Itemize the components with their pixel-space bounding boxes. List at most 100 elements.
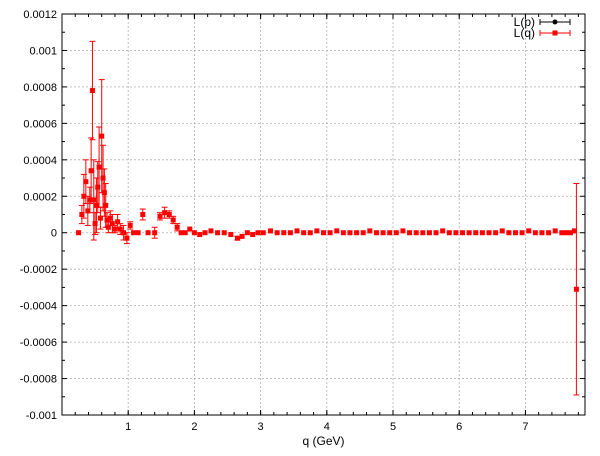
data-point xyxy=(101,190,107,196)
data-point xyxy=(166,212,172,217)
data-point xyxy=(234,235,240,241)
data-point xyxy=(97,215,103,221)
data-point xyxy=(493,230,499,236)
data-point xyxy=(103,202,109,208)
y-tick-label: 0.001 xyxy=(29,45,57,57)
data-point xyxy=(512,230,518,236)
data-point xyxy=(473,230,479,236)
data-point xyxy=(88,168,94,174)
data-point xyxy=(407,230,413,236)
legend-label-lp: L(p) xyxy=(514,15,535,29)
data-point xyxy=(347,230,353,236)
series-1 xyxy=(76,40,580,396)
data-point xyxy=(400,228,406,234)
data-point xyxy=(539,230,545,236)
y-tick-label: 0.0002 xyxy=(23,191,57,203)
data-point xyxy=(93,202,99,208)
data-point xyxy=(95,184,101,190)
x-tick-label: 7 xyxy=(522,421,528,433)
data-point xyxy=(250,232,256,238)
x-axis-title: q (GeV) xyxy=(302,434,344,448)
x-tick-label: 5 xyxy=(390,421,396,433)
data-point xyxy=(174,224,180,230)
data-point xyxy=(121,230,127,236)
y-tick-label: 0.0012 xyxy=(23,9,57,21)
legend-swatch-lp xyxy=(539,19,571,25)
data-point xyxy=(413,230,419,236)
data-point xyxy=(567,230,573,236)
x-tick-label: 1 xyxy=(125,421,131,433)
data-point xyxy=(215,230,221,236)
data-point xyxy=(208,228,214,234)
data-point xyxy=(433,230,439,236)
data-point xyxy=(446,230,452,236)
y-tick-label: 0 xyxy=(51,228,57,240)
data-point xyxy=(91,197,97,203)
data-point xyxy=(466,230,472,236)
data-point xyxy=(479,230,485,236)
data-point xyxy=(187,226,193,232)
x-tick-label: 3 xyxy=(258,421,264,433)
plot-area xyxy=(76,40,580,396)
data-point xyxy=(152,230,158,236)
data-point xyxy=(239,233,245,239)
y-tick-label: 0.0008 xyxy=(23,82,57,94)
data-point xyxy=(268,228,274,234)
data-point xyxy=(307,230,313,236)
data-point xyxy=(85,208,91,214)
data-point xyxy=(197,232,203,238)
data-point xyxy=(301,230,307,236)
y-tick-label: -0.0002 xyxy=(20,264,57,276)
data-point xyxy=(486,230,492,236)
data-point xyxy=(109,221,115,227)
data-point xyxy=(145,230,151,236)
legend: L(p) L(q) xyxy=(514,15,571,40)
y-tick-label: -0.0008 xyxy=(20,374,57,386)
data-point xyxy=(135,230,141,236)
legend-label-lq: L(q) xyxy=(514,26,535,40)
data-point xyxy=(354,230,360,236)
data-point xyxy=(546,230,552,236)
axis-ticks: -0.001 -0.0008 -0.0006 -0.0004 -0.0002 0 0.000… xyxy=(20,9,585,433)
data-point xyxy=(499,228,505,234)
data-point xyxy=(182,230,188,236)
data-point xyxy=(387,230,393,236)
data-point xyxy=(104,217,110,223)
data-point xyxy=(260,230,266,236)
x-tick-label: 4 xyxy=(324,421,330,433)
data-point xyxy=(178,230,184,236)
data-point xyxy=(124,235,130,241)
data-point xyxy=(162,210,168,216)
data-point xyxy=(453,230,459,236)
data-point xyxy=(100,175,106,181)
y-tick-label: 0.0004 xyxy=(23,155,57,167)
legend-marker xyxy=(552,30,558,36)
data-point xyxy=(191,230,197,236)
data-point xyxy=(81,193,87,199)
data-point xyxy=(107,215,113,221)
plot-frame xyxy=(61,13,586,416)
data-point xyxy=(228,232,234,238)
data-point xyxy=(334,228,340,234)
data-point xyxy=(79,212,85,217)
data-point xyxy=(426,230,432,236)
legend-marker xyxy=(552,19,558,25)
data-point xyxy=(255,230,261,236)
legend-swatch-lq xyxy=(539,30,571,36)
data-point xyxy=(532,230,538,236)
data-point xyxy=(380,230,386,236)
x-tick-label: 2 xyxy=(191,421,197,433)
data-point xyxy=(460,230,466,236)
y-tick-label: -0.0004 xyxy=(20,301,57,313)
data-point xyxy=(327,230,333,236)
data-point xyxy=(360,230,366,236)
data-point xyxy=(367,228,373,234)
data-point xyxy=(440,228,446,234)
data-point xyxy=(99,133,105,139)
data-point xyxy=(92,221,98,227)
data-point xyxy=(526,228,532,234)
data-point xyxy=(89,88,95,94)
data-point xyxy=(506,230,512,236)
data-point xyxy=(563,230,569,236)
